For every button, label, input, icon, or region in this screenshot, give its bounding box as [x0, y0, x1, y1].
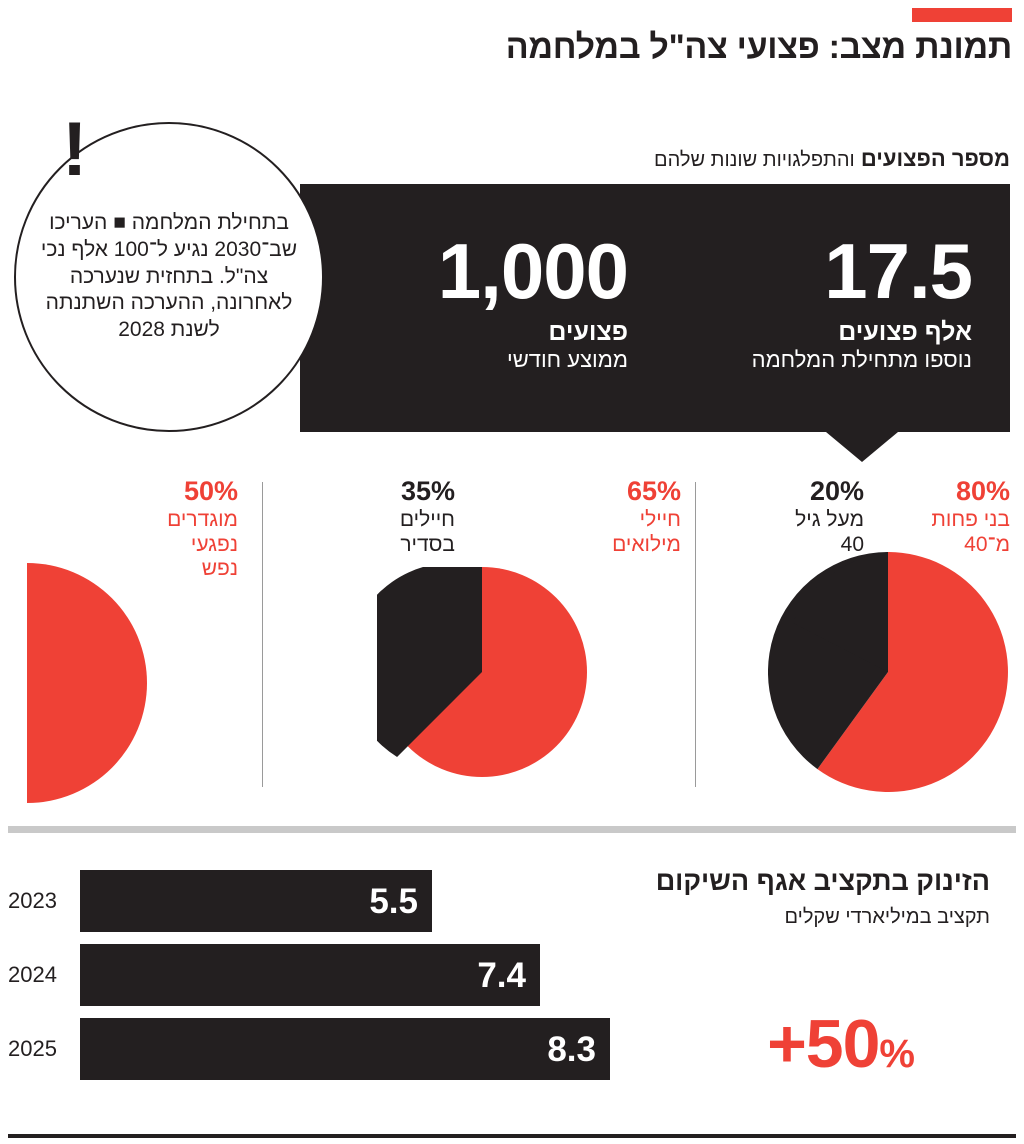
bar-year-2023: 2023	[8, 888, 57, 913]
injured-heading-bold: מספר הפצועים	[860, 146, 1010, 171]
pie-age-label-red: 80% בני פחות מ־40	[860, 476, 1010, 557]
callout-text: בתחילת המלחמה ■ העריכו שב־2030 נגיע ל־10…	[40, 210, 298, 342]
pie-mental-line1: מוגדרים	[167, 507, 238, 531]
pie-age-svg	[768, 552, 1008, 792]
section-divider	[8, 826, 1016, 833]
pie-age-dark-line2: 40	[840, 532, 864, 556]
bottom-rule	[8, 1134, 1016, 1138]
bar-row-2024: 2024 7.4	[0, 944, 660, 1006]
pie-age-red-pct: 80%	[955, 476, 1010, 506]
bar-value-2023: 5.5	[369, 882, 418, 921]
pie-mental-label: 50% מוגדרים נפגעי נפש	[98, 476, 238, 582]
stats-band-pointer	[826, 432, 898, 462]
pie-service-label-dark: 35% חיילים בסדיר	[325, 476, 455, 557]
pie-service-dark-line1: חיילים	[399, 507, 455, 531]
budget-growth-annotation: +50%	[767, 1010, 915, 1078]
pie-chart-mental-health: 50% מוגדרים נפגעי נפש	[0, 470, 262, 803]
budget-growth-value: +50	[767, 1006, 880, 1082]
pie-service-red-pct: 65%	[626, 476, 681, 506]
pie-chart-service-type: 65% חיילי מילואים 35% חיילים בסדיר	[262, 470, 695, 800]
pie-charts-row: 80% בני פחות מ־40 20% מעל גיל 40 65% חיי…	[0, 470, 1024, 803]
bar-row-2023: 2023 5.5	[0, 870, 660, 932]
pie-age-red-line1: בני פחות	[931, 507, 1010, 531]
pie-service-dark-pct: 35%	[400, 476, 455, 506]
pie-service-red-line1: חיילי	[639, 507, 681, 531]
pie-age-red-line2: מ־40	[964, 532, 1010, 556]
stat-value-total: 17.5	[824, 227, 973, 315]
pie-mental-svg	[27, 563, 147, 803]
pie-age-label-dark: 20% מעל גיל 40	[734, 476, 864, 557]
pie-service-label-red: 65% חיילי מילואים	[531, 476, 681, 557]
stat-block-monthly-average: 1,000 פצועים ממוצע חודשי	[338, 227, 629, 372]
exclamation-mark-icon: !	[62, 107, 88, 192]
bar-value-2025: 8.3	[547, 1030, 596, 1069]
pie-mental-line3: נפש	[201, 557, 238, 581]
stat-label-total-bold: אלף פצועים	[838, 318, 972, 347]
injured-heading-regular: והתפלגויות שונות שלהם	[654, 149, 855, 171]
divider-right	[695, 482, 696, 787]
pie-age-dark-line1: מעל גיל	[795, 507, 864, 531]
pie-mental-line2: נפגעי	[190, 532, 238, 556]
bar-year-2024: 2024	[8, 962, 57, 987]
divider-left	[262, 482, 263, 787]
stat-value-monthly: 1,000	[437, 227, 629, 315]
budget-bar-chart: 2023 5.5 2024 7.4 2025 8.3	[0, 870, 660, 1110]
stat-label-total-regular: נוספו מתחילת המלחמה	[751, 346, 972, 372]
stat-block-total-injured: 17.5 אלף פצועים נוספו מתחילת המלחמה	[612, 227, 973, 372]
bar-rect-2024: 7.4	[80, 944, 540, 1006]
callout-circle	[14, 122, 324, 432]
stat-label-monthly-regular: ממוצע חודשי	[506, 346, 628, 372]
pie-mental-pct: 50%	[183, 476, 238, 506]
bar-year-2025: 2025	[8, 1036, 57, 1061]
bar-row-2025: 2025 8.3	[0, 1018, 660, 1080]
budget-section-subtitle: תקציב במיליארדי שקלים	[784, 906, 990, 928]
bar-rect-2023: 5.5	[80, 870, 432, 932]
pie-age-dark-pct: 20%	[809, 476, 864, 506]
injured-section-heading: מספר הפצועים והתפלגויות שונות שלהם	[10, 146, 1010, 172]
bar-rect-2025: 8.3	[80, 1018, 610, 1080]
pie-service-dark-line2: בסדיר	[400, 532, 455, 556]
pie-service-red-line2: מילואים	[612, 532, 681, 556]
page-title: תמונת מצב: פצועי צה"ל במלחמה	[505, 28, 1013, 66]
bar-value-2024: 7.4	[477, 956, 526, 995]
pie-service-svg	[377, 567, 587, 777]
stats-band: 17.5 אלף פצועים נוספו מתחילת המלחמה 1,00…	[300, 184, 1010, 432]
budget-section-title: הזינוק בתקציב אגף השיקום	[655, 866, 990, 896]
accent-bar	[912, 8, 1012, 22]
pie-chart-age: 80% בני פחות מ־40 20% מעל גיל 40	[695, 470, 1024, 800]
budget-growth-unit: %	[879, 1032, 915, 1076]
stat-label-monthly-bold: פצועים	[548, 318, 628, 347]
